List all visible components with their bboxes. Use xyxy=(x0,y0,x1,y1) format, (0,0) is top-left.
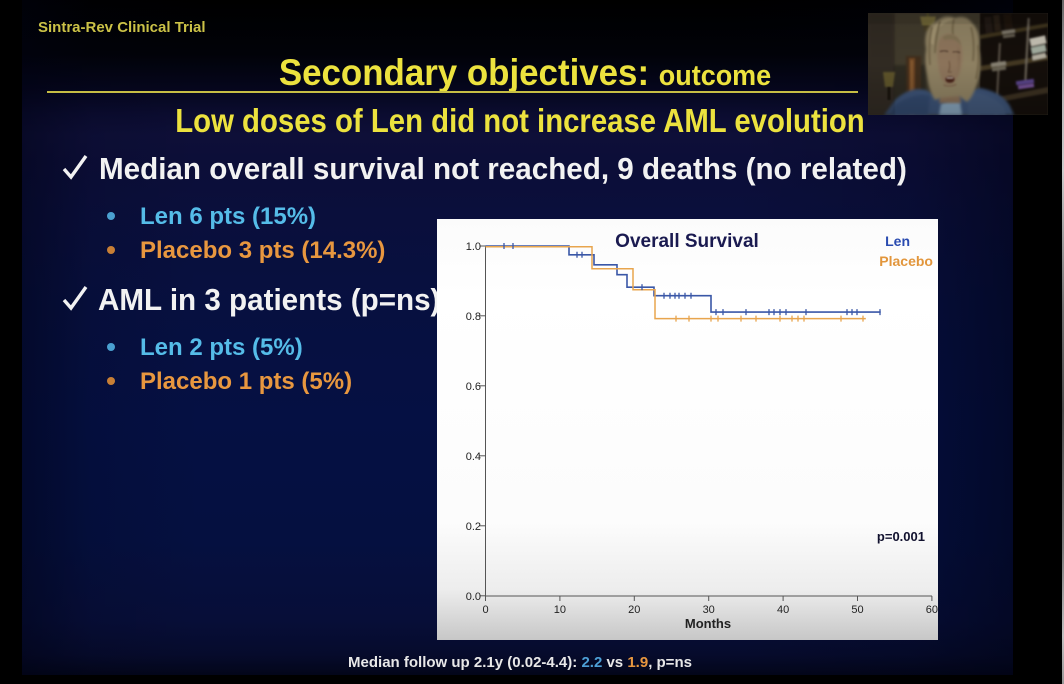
svg-text:0.0: 0.0 xyxy=(466,591,481,603)
svg-text:Placebo: Placebo xyxy=(879,253,933,269)
svg-text:0.2: 0.2 xyxy=(466,521,481,533)
svg-text:60: 60 xyxy=(926,604,938,616)
svg-text:p=0.001: p=0.001 xyxy=(877,529,925,544)
svg-text:1.0: 1.0 xyxy=(466,241,481,253)
svg-text:Len: Len xyxy=(885,233,910,249)
svg-text:0.6: 0.6 xyxy=(466,381,481,393)
svg-text:Overall Survival: Overall Survival xyxy=(615,231,759,252)
svg-text:20: 20 xyxy=(628,604,640,616)
svg-text:40: 40 xyxy=(777,604,789,616)
svg-text:30: 30 xyxy=(703,604,715,616)
svg-text:Months: Months xyxy=(685,616,731,631)
svg-text:0.8: 0.8 xyxy=(466,311,481,323)
svg-text:0.4: 0.4 xyxy=(466,451,481,463)
svg-text:10: 10 xyxy=(554,604,566,616)
svg-text:50: 50 xyxy=(851,604,863,616)
svg-text:0: 0 xyxy=(482,604,488,616)
